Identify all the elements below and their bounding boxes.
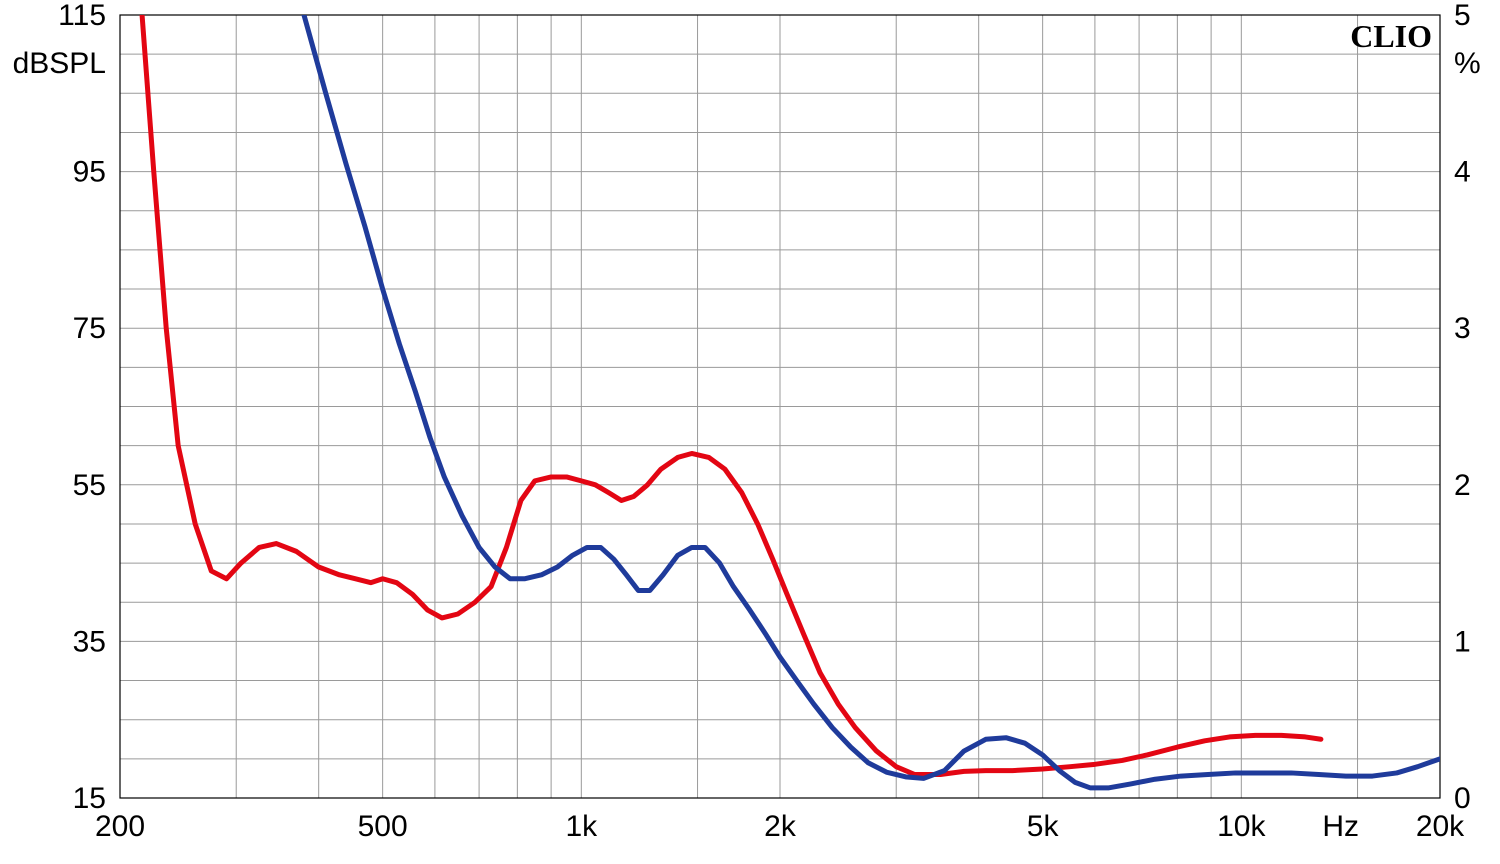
- y-right-tick-label: 5: [1454, 0, 1471, 32]
- chart-container: 1535557595115dBSPL012345%2005001k2k5k10k…: [0, 0, 1500, 864]
- y-left-unit-label: dBSPL: [13, 47, 106, 80]
- y-left-tick-label: 55: [73, 469, 106, 502]
- x-tick-label: 2k: [764, 810, 797, 843]
- y-left-tick-label: 115: [58, 0, 106, 32]
- chart-svg: 1535557595115dBSPL012345%2005001k2k5k10k…: [0, 0, 1500, 864]
- x-tick-label: 10k: [1217, 810, 1266, 843]
- x-tick-label: 1k: [565, 810, 598, 843]
- y-left-tick-label: 75: [73, 312, 106, 345]
- x-tick-label: 20k: [1416, 810, 1465, 843]
- brand-label: CLIO: [1350, 18, 1432, 54]
- x-unit-label: Hz: [1322, 810, 1359, 843]
- x-tick-label: 500: [358, 810, 408, 843]
- x-tick-label: 200: [95, 810, 145, 843]
- y-right-tick-label: 1: [1454, 625, 1471, 658]
- y-left-tick-label: 95: [73, 156, 106, 189]
- y-right-tick-label: 3: [1454, 312, 1471, 345]
- x-tick-label: 5k: [1027, 810, 1060, 843]
- y-right-tick-label: 2: [1454, 469, 1471, 502]
- y-right-tick-label: 4: [1454, 156, 1471, 189]
- y-right-unit-label: %: [1454, 47, 1481, 80]
- y-left-tick-label: 35: [73, 625, 106, 658]
